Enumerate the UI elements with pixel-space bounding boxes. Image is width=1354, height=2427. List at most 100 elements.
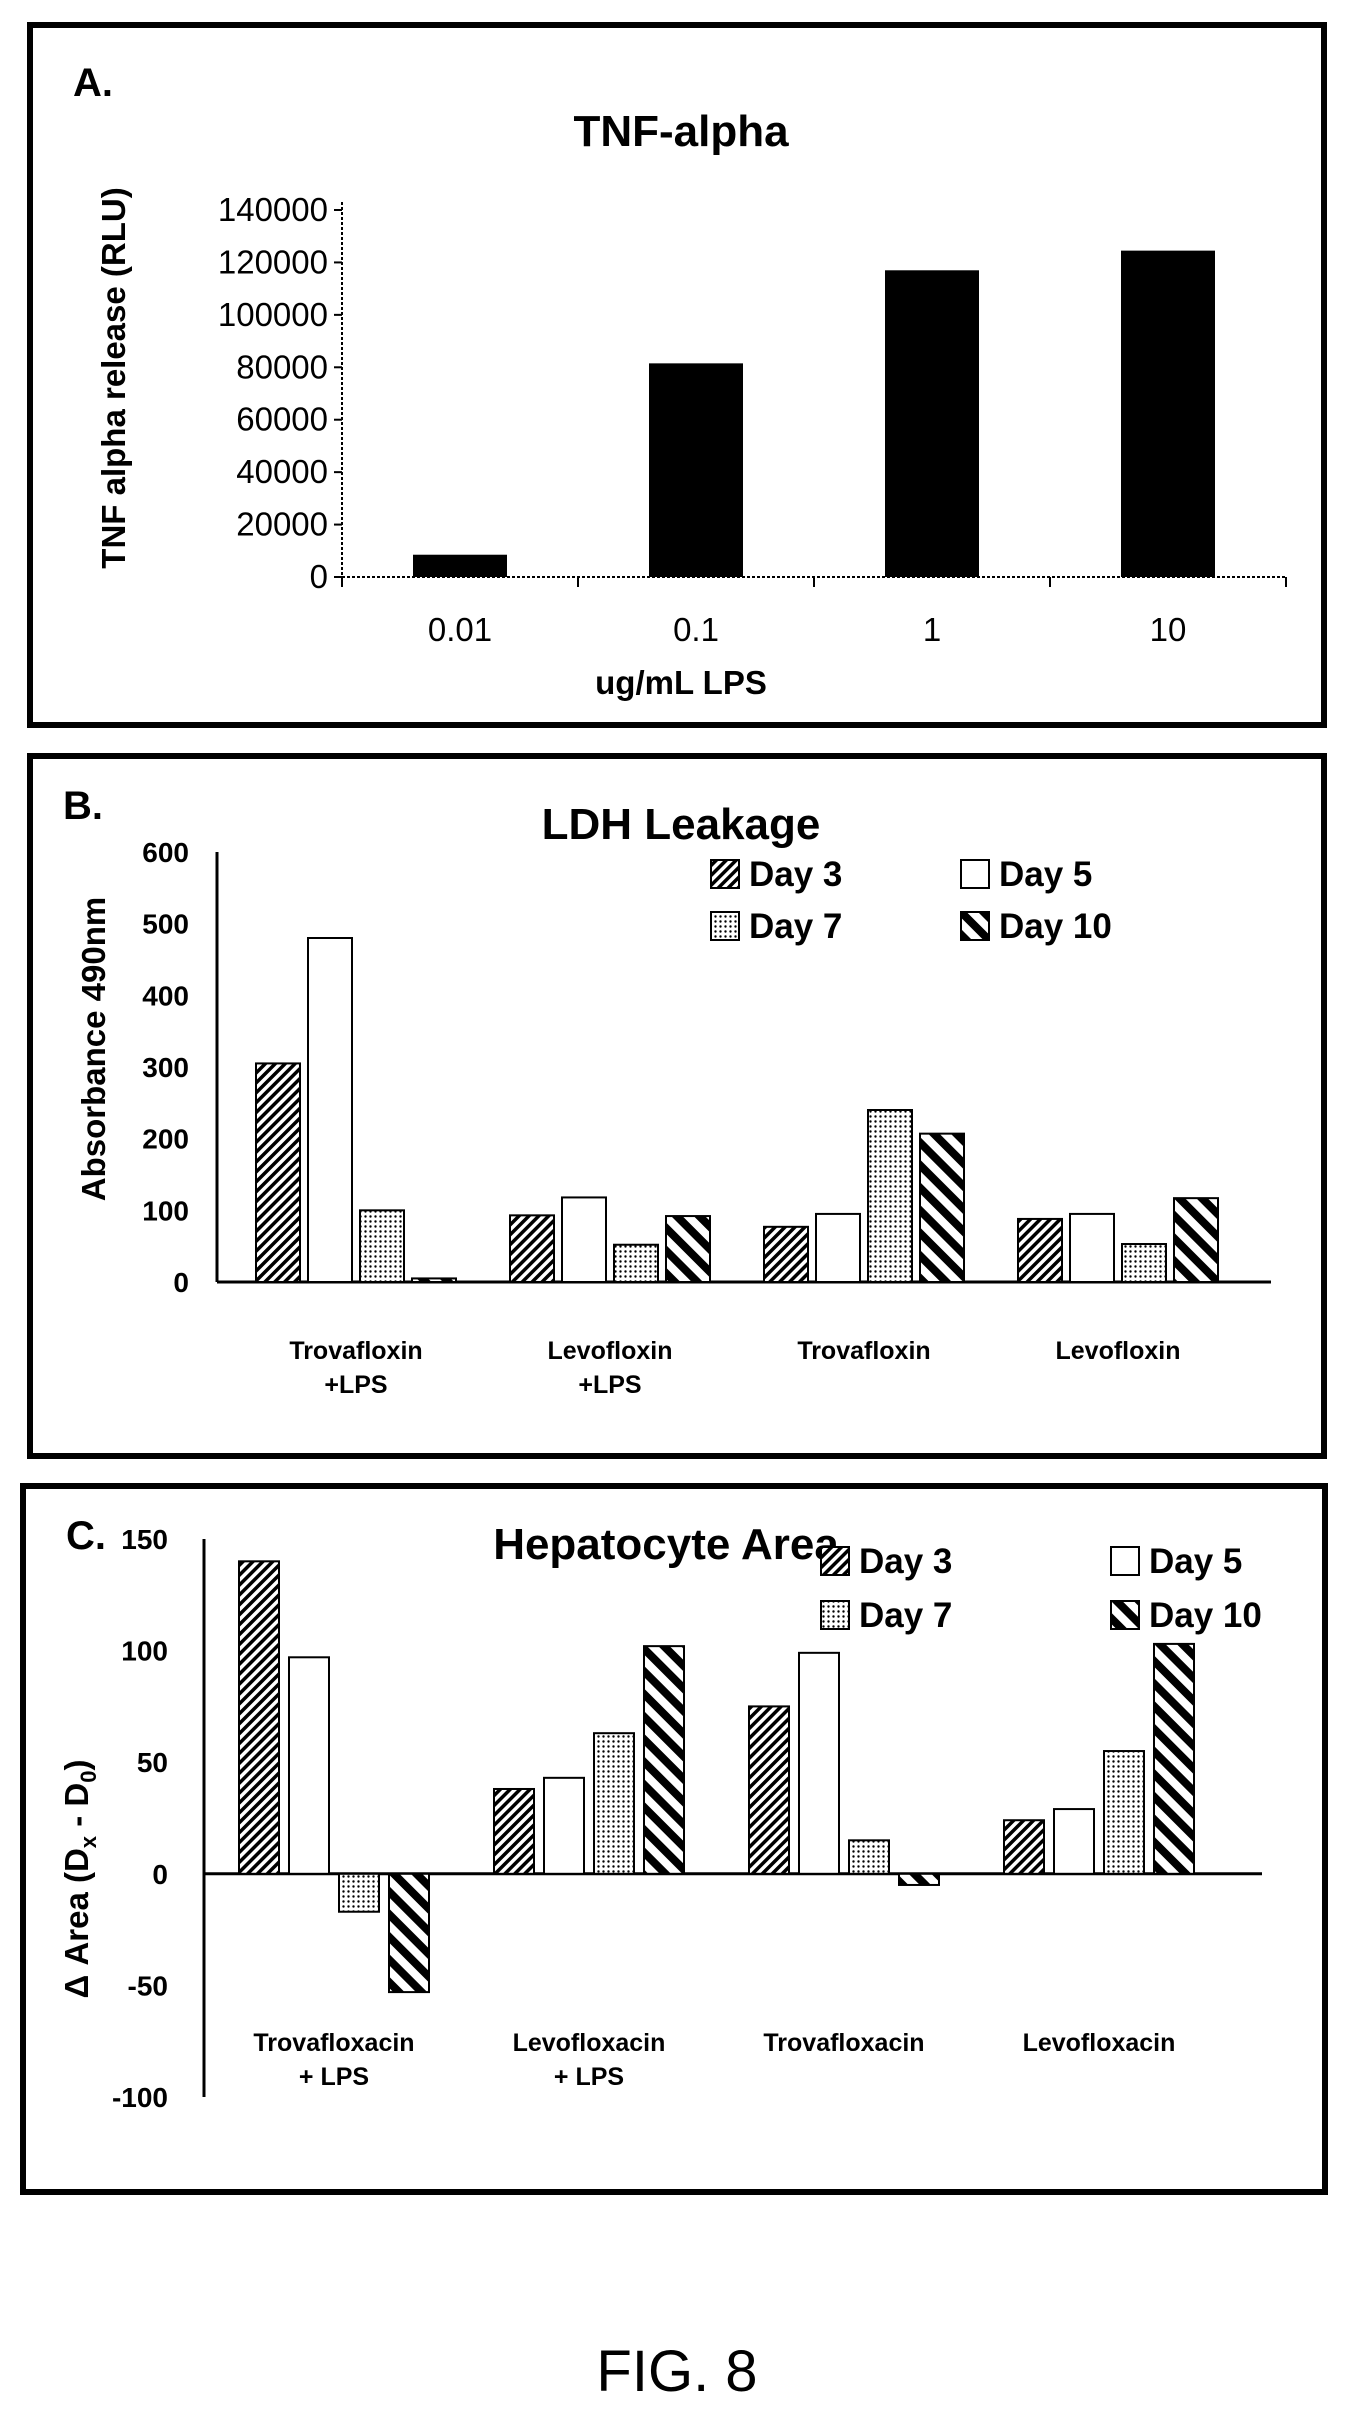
panel-b-ldh-leakage: B. LDH Leakage Absorbance 490nm 0 100 200 3… — [27, 753, 1327, 1459]
chart-b-category-label: Trovafloxin — [797, 1337, 930, 1365]
chart-a-y-tick-label: 100000 — [218, 296, 328, 333]
chart-c-bar — [748, 1705, 790, 1875]
chart-a-x-tick-label: 1 — [923, 611, 941, 648]
chart-b-legend-swatch — [710, 859, 740, 889]
chart-b-bar — [1121, 1243, 1167, 1283]
chart-c-y-label-sub1: x — [76, 1835, 101, 1848]
chart-b-legend-swatch — [960, 911, 990, 941]
chart-b-bar — [255, 1062, 301, 1283]
chart-c-bar — [643, 1645, 685, 1875]
chart-b-category-label: +LPS — [578, 1371, 641, 1399]
chart-c-legend-swatch — [1110, 1546, 1140, 1576]
chart-b-legend-label: Day 10 — [999, 907, 1112, 946]
chart-c-bar — [288, 1656, 330, 1875]
hepatocyte-area-chart: C. Hepatocyte Area Δ Area (Dx - D0) -100… — [58, 1514, 1262, 2113]
chart-c-y-tick-label: -100 — [112, 2082, 168, 2113]
chart-a-bar — [413, 554, 507, 577]
chart-b-bar — [665, 1215, 711, 1284]
chart-c-bar — [848, 1839, 890, 1875]
chart-b-y-tick-label: 600 — [142, 837, 189, 868]
chart-b-bar — [763, 1225, 809, 1284]
chart-c-bar — [338, 1872, 380, 1913]
chart-b-legend-swatch — [960, 859, 990, 889]
chart-a-bar — [1121, 250, 1215, 577]
chart-a-x-axis-label: ug/mL LPS — [595, 664, 767, 701]
chart-c-legend-label: Day 7 — [859, 1596, 952, 1635]
chart-b-bar — [359, 1209, 405, 1284]
chart-b-y-tick-label: 300 — [142, 1052, 189, 1083]
chart-c-legend-swatch — [1110, 1600, 1140, 1630]
chart-b-bar — [1173, 1197, 1219, 1283]
chart-b-legend-label: Day 7 — [749, 907, 842, 946]
chart-b-bar — [919, 1132, 965, 1283]
chart-c-bar — [1153, 1642, 1195, 1875]
chart-b-bar — [815, 1212, 861, 1283]
chart-a-bar — [885, 270, 979, 577]
chart-c-y-tick-label: 100 — [121, 1636, 168, 1667]
chart-b-bar — [509, 1214, 555, 1284]
chart-b-y-tick-label: 0 — [173, 1267, 189, 1298]
chart-b-bar — [867, 1109, 913, 1283]
chart-a-x-tick-label: 10 — [1150, 611, 1187, 648]
chart-c-bar — [798, 1651, 840, 1875]
chart-b-category-label: Levofloxin — [1055, 1337, 1180, 1365]
chart-b-bar — [613, 1243, 659, 1284]
tnf-alpha-chart: A. TNF-alpha TNF alpha release (RLU) ug/… — [73, 61, 1287, 701]
chart-b-plot-area: 0 100 200 300 400 500 600 Trovafloxin +LPS Levofl… — [142, 837, 1271, 1399]
chart-a-x-tick-label: 0.1 — [673, 611, 719, 648]
chart-c-category-label: + LPS — [299, 2063, 369, 2091]
chart-b-bar — [411, 1277, 457, 1284]
chart-c-bar — [388, 1872, 430, 1994]
chart-c-title: Hepatocyte Area — [493, 1520, 839, 1569]
chart-a-y-tick-label: 140000 — [218, 191, 328, 228]
chart-a-y-tick-label: 60000 — [236, 401, 328, 438]
ldh-leakage-chart: B. LDH Leakage Absorbance 490nm 0 100 200 3… — [63, 784, 1271, 1399]
chart-a-plot-area: 0 20000 40000 60000 80000 100000 120000 140000 0… — [218, 191, 1287, 648]
figure-caption: FIG. 8 — [596, 2339, 758, 2404]
chart-c-plot-area: -100 -50 0 50 100 150 Trovafloxacin + LPS Levofl… — [112, 1524, 1262, 2113]
chart-b-y-tick-label: 400 — [142, 980, 189, 1011]
chart-a-bar — [649, 363, 743, 577]
panel-a-tnf-alpha: A. TNF-alpha TNF alpha release (RLU) ug/… — [27, 22, 1327, 728]
chart-c-category-label: Levofloxacin — [513, 2029, 666, 2057]
chart-c-bar — [1103, 1750, 1145, 1875]
chart-b-y-tick-label: 200 — [142, 1124, 189, 1155]
chart-b-bar — [1069, 1212, 1115, 1283]
chart-c-y-tick-label: 150 — [121, 1524, 168, 1555]
chart-c-bar — [543, 1776, 585, 1875]
chart-c-y-tick-label: 0 — [152, 1859, 168, 1890]
panel-c-hepatocyte-area: C. Hepatocyte Area Δ Area (Dx - D0) -100… — [20, 1483, 1328, 2195]
chart-b-title: LDH Leakage — [542, 800, 821, 849]
chart-c-legend-label: Day 10 — [1149, 1596, 1262, 1635]
chart-c-legend-swatch — [820, 1600, 850, 1630]
chart-c-y-tick-label: 50 — [137, 1747, 168, 1778]
chart-c-bar — [593, 1732, 635, 1875]
chart-a-x-tick-label: 0.01 — [428, 611, 492, 648]
chart-b-bar — [307, 937, 353, 1283]
chart-b-category-label: +LPS — [324, 1371, 387, 1399]
chart-c-y-label-part1: Δ Area (D — [58, 1848, 95, 1998]
chart-c-y-axis-label: Δ Area (Dx - D0) — [58, 1760, 101, 1999]
chart-a-y-tick-label: 20000 — [236, 506, 328, 543]
chart-b-category-label: Levofloxin — [547, 1337, 672, 1365]
chart-c-bar — [238, 1560, 280, 1875]
panel-c-label: C. — [66, 1514, 106, 1558]
chart-b-legend-label: Day 5 — [999, 855, 1092, 894]
chart-c-bar — [1003, 1819, 1045, 1875]
chart-b-legend-label: Day 3 — [749, 855, 842, 894]
chart-b-bar — [561, 1196, 607, 1283]
chart-c-category-label: + LPS — [554, 2063, 624, 2091]
chart-a-y-tick-label: 40000 — [236, 453, 328, 490]
chart-c-legend-label: Day 3 — [859, 1542, 952, 1581]
chart-b-y-tick-label: 500 — [142, 909, 189, 940]
chart-c-y-label-part3: ) — [58, 1760, 95, 1771]
chart-c-y-label-part2: - D — [58, 1783, 95, 1836]
chart-c-bar — [898, 1872, 940, 1886]
chart-b-legend-swatch — [710, 911, 740, 941]
chart-c-bar — [1053, 1808, 1095, 1875]
chart-a-y-tick-label: 80000 — [236, 348, 328, 385]
chart-a-y-axis-label: TNF alpha release (RLU) — [95, 187, 132, 568]
chart-a-y-tick-label: 0 — [310, 558, 328, 595]
chart-a-y-tick-label: 120000 — [218, 243, 328, 280]
chart-c-y-label-sub2: 0 — [76, 1771, 101, 1783]
